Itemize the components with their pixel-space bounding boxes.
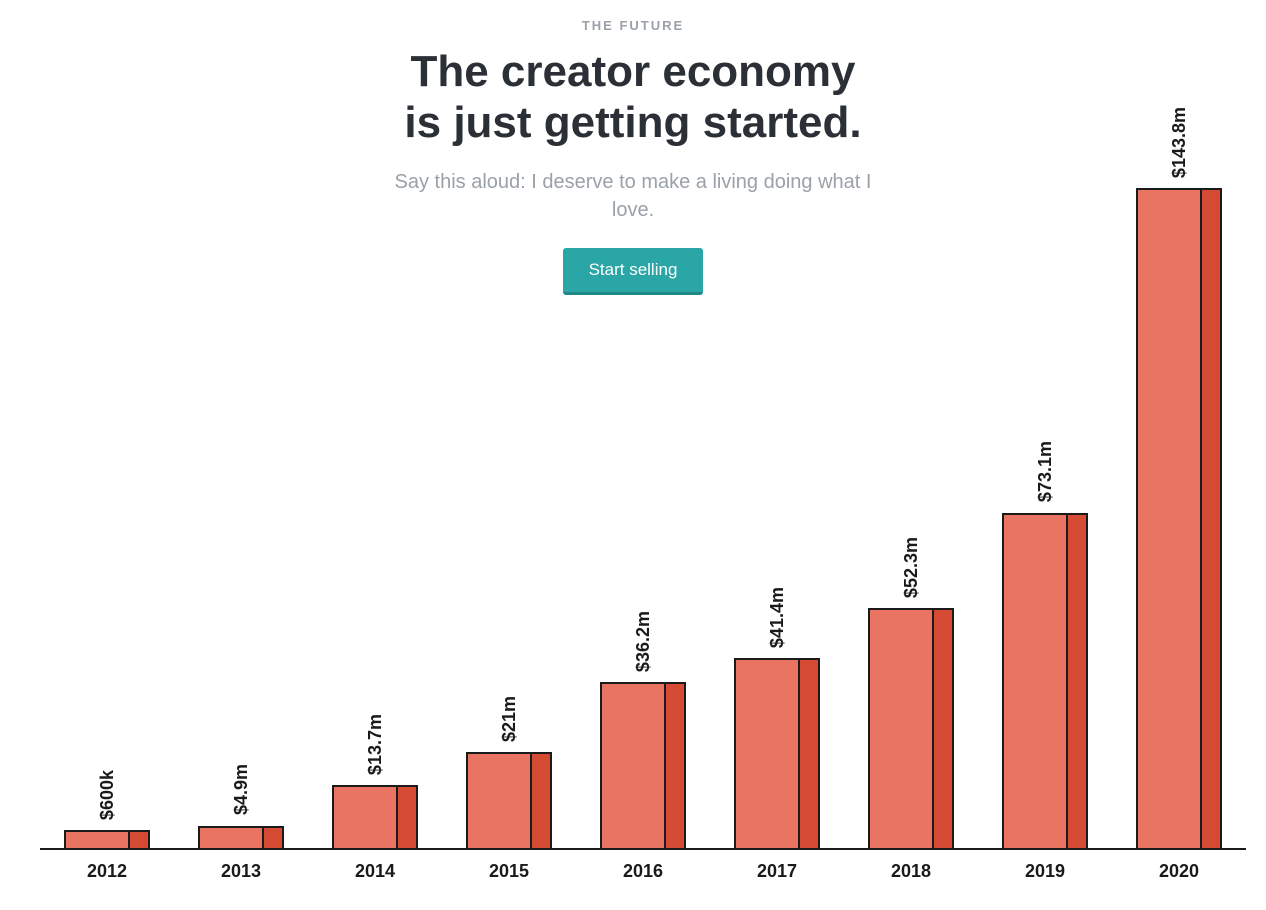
subheadline: Say this aloud: I deserve to make a livi… bbox=[373, 168, 893, 224]
headline-line-2: is just getting started. bbox=[404, 98, 861, 147]
headline: The creator economy is just getting star… bbox=[0, 47, 1266, 148]
start-selling-button[interactable]: Start selling bbox=[563, 248, 704, 295]
bar-body bbox=[600, 682, 686, 848]
bar: $52.3m bbox=[868, 537, 954, 848]
bar-body bbox=[734, 658, 820, 848]
bar-side-face bbox=[798, 660, 818, 848]
bar-category-label: 2016 bbox=[576, 861, 710, 882]
bar-value-label: $73.1m bbox=[1035, 441, 1056, 502]
bar-value-label: $21m bbox=[499, 696, 520, 742]
bar-body bbox=[198, 826, 284, 848]
bar-body bbox=[1002, 513, 1088, 849]
x-axis-line bbox=[40, 848, 1246, 850]
eyebrow-text: THE FUTURE bbox=[0, 18, 1266, 33]
bar-side-face bbox=[530, 754, 550, 848]
bar-front-face bbox=[870, 610, 932, 848]
bar-category-label: 2020 bbox=[1112, 861, 1246, 882]
bar-front-face bbox=[736, 660, 798, 848]
bar-body bbox=[868, 608, 954, 848]
bar-front-face bbox=[334, 787, 396, 848]
bar-front-face bbox=[66, 832, 128, 848]
bar-value-label: $36.2m bbox=[633, 611, 654, 672]
bar-value-label: $13.7m bbox=[365, 714, 386, 775]
bar: $36.2m bbox=[600, 611, 686, 848]
bar-side-face bbox=[396, 787, 416, 848]
bar-side-face bbox=[128, 832, 148, 848]
headline-line-1: The creator economy bbox=[410, 47, 855, 96]
hero-section: THE FUTURE The creator economy is just g… bbox=[0, 18, 1266, 295]
bar-value-label: $4.9m bbox=[231, 764, 252, 815]
bar-value-label: $600k bbox=[97, 770, 118, 820]
bar-side-face bbox=[262, 828, 282, 848]
bar-value-label: $41.4m bbox=[767, 587, 788, 648]
bar-category-label: 2014 bbox=[308, 861, 442, 882]
bar-category-label: 2017 bbox=[710, 861, 844, 882]
bar-front-face bbox=[468, 754, 530, 848]
bar: $73.1m bbox=[1002, 441, 1088, 848]
bar-front-face bbox=[1004, 515, 1066, 849]
bar-side-face bbox=[932, 610, 952, 848]
bar: $4.9m bbox=[198, 764, 284, 848]
bar: $600k bbox=[64, 770, 150, 848]
bar-side-face bbox=[1066, 515, 1086, 849]
bar: $41.4m bbox=[734, 587, 820, 848]
bar-body bbox=[332, 785, 418, 848]
bar-side-face bbox=[664, 684, 684, 848]
bar-category-label: 2018 bbox=[844, 861, 978, 882]
bar-body bbox=[64, 830, 150, 848]
bar-category-label: 2013 bbox=[174, 861, 308, 882]
bar-body bbox=[466, 752, 552, 848]
bar-category-label: 2015 bbox=[442, 861, 576, 882]
bar-value-label: $52.3m bbox=[901, 537, 922, 598]
bar-front-face bbox=[200, 828, 262, 848]
bar: $13.7m bbox=[332, 714, 418, 848]
bar-front-face bbox=[602, 684, 664, 848]
bar: $21m bbox=[466, 696, 552, 848]
bar-category-label: 2019 bbox=[978, 861, 1112, 882]
bar-category-label: 2012 bbox=[40, 861, 174, 882]
